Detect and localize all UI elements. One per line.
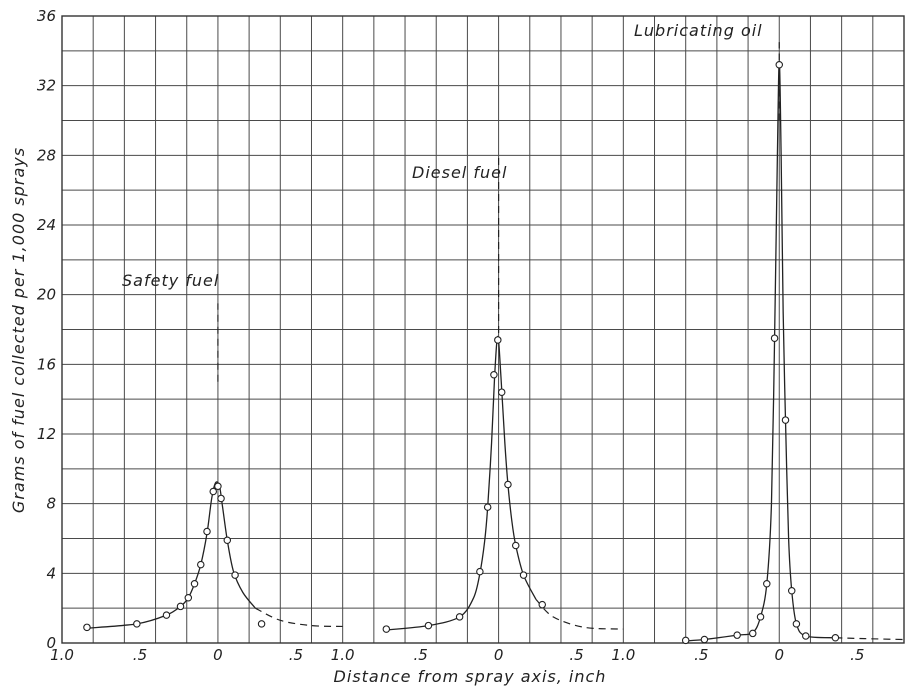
data-point-diesel-fuel [519,571,528,579]
data-point-diesel-fuel [511,541,520,550]
data-point-lubricating-oil [787,586,796,595]
x-tick-label: 0 [774,646,784,664]
data-point-diesel-fuel [382,625,391,633]
y-tick-label: 32 [37,77,56,95]
x-tick-label: .5 [413,646,427,664]
data-point-safety-fuel [209,487,217,496]
data-point-lubricating-oil [700,635,709,644]
x-tick-label: .5 [133,646,147,664]
data-point-lubricating-oil [681,636,690,645]
y-tick-label: 20 [37,286,56,304]
data-point-diesel-fuel [424,621,433,630]
data-point-safety-fuel [83,623,91,632]
data-point-diesel-fuel [455,613,464,621]
data-point-safety-fuel [203,527,211,536]
x-tick-label: 1.0 [331,646,355,664]
y-tick-label: 8 [46,495,56,513]
data-point-diesel-fuel [504,480,512,489]
data-point-diesel-fuel [497,388,506,396]
data-point-diesel-fuel [476,567,484,576]
data-point-lubricating-oil [756,613,765,621]
curves [86,42,905,642]
labels: Grams of fuel collected per 1,000 sprays… [9,21,763,686]
y-tick-label: 0 [46,634,56,652]
plot-frame [61,15,905,644]
data-point-diesel-fuel [494,336,502,344]
x-tick-label: .5 [850,646,864,664]
data-point-safety-fuel [184,593,193,602]
data-point-safety-fuel [190,580,199,588]
series-line-lubricating-oil [685,60,836,642]
data-point-safety-fuel [197,560,205,569]
data-points [83,61,840,645]
series-dashed-tail-diesel-fuel [535,599,624,630]
series-line-safety-fuel [86,481,256,629]
y-tick-label: 28 [37,146,56,164]
series-line-diesel-fuel [386,335,537,631]
data-point-lubricating-oil [770,334,779,342]
data-point-lubricating-oil [792,620,801,628]
data-point-safety-fuel [162,611,171,619]
x-tick-label: .5 [694,646,708,664]
data-point-lubricating-oil [763,580,771,588]
data-point-safety-fuel [217,494,225,503]
y-tick-label: 24 [37,216,56,234]
data-point-diesel-fuel [490,371,498,379]
data-point-lubricating-oil [733,631,741,639]
data-point-diesel-fuel [483,503,492,511]
x-tick-label: .5 [289,646,303,664]
x-tick-label: .5 [569,646,583,664]
series-label-safety-fuel: Safety fuel [122,271,219,290]
data-point-lubricating-oil [749,629,757,638]
y-tick-label: 36 [37,7,56,25]
data-point-safety-fuel [133,620,141,628]
data-point-safety-fuel [257,620,266,628]
x-tick-label: 1.0 [50,646,74,664]
data-point-lubricating-oil [831,634,840,642]
y-tick-label: 16 [37,355,56,373]
data-point-safety-fuel [231,571,239,579]
grid [61,15,905,644]
data-point-lubricating-oil [775,61,784,69]
series-dashed-tail-lubricating-oil [835,637,905,641]
data-point-diesel-fuel [538,600,547,609]
series-label-diesel-fuel: Diesel fuel [412,163,507,182]
data-point-lubricating-oil [802,632,810,640]
series-label-lubricating-oil: Lubricating oil [634,21,763,40]
data-point-safety-fuel [176,602,185,611]
x-tick-label: 0 [494,646,504,664]
y-tick-label: 12 [37,425,56,443]
x-tick-label: 0 [213,646,223,664]
data-point-lubricating-oil [781,416,790,424]
data-point-safety-fuel [214,482,222,490]
y-tick-label: 4 [46,564,56,582]
y-axis-label: Grams of fuel collected per 1,000 sprays [9,147,28,513]
tick-labels: 0 4 8 12 16 20 24 28 32 36 1.0 .5 0 .5 1.0 .5 0 .5 1.0 .5 0.… [37,7,864,664]
x-axis-label: Distance from spray axis, inch [334,667,607,686]
series-dashed-tail-safety-fuel [255,607,343,628]
x-tick-label: 1.0 [611,646,635,664]
data-point-safety-fuel [223,536,232,544]
